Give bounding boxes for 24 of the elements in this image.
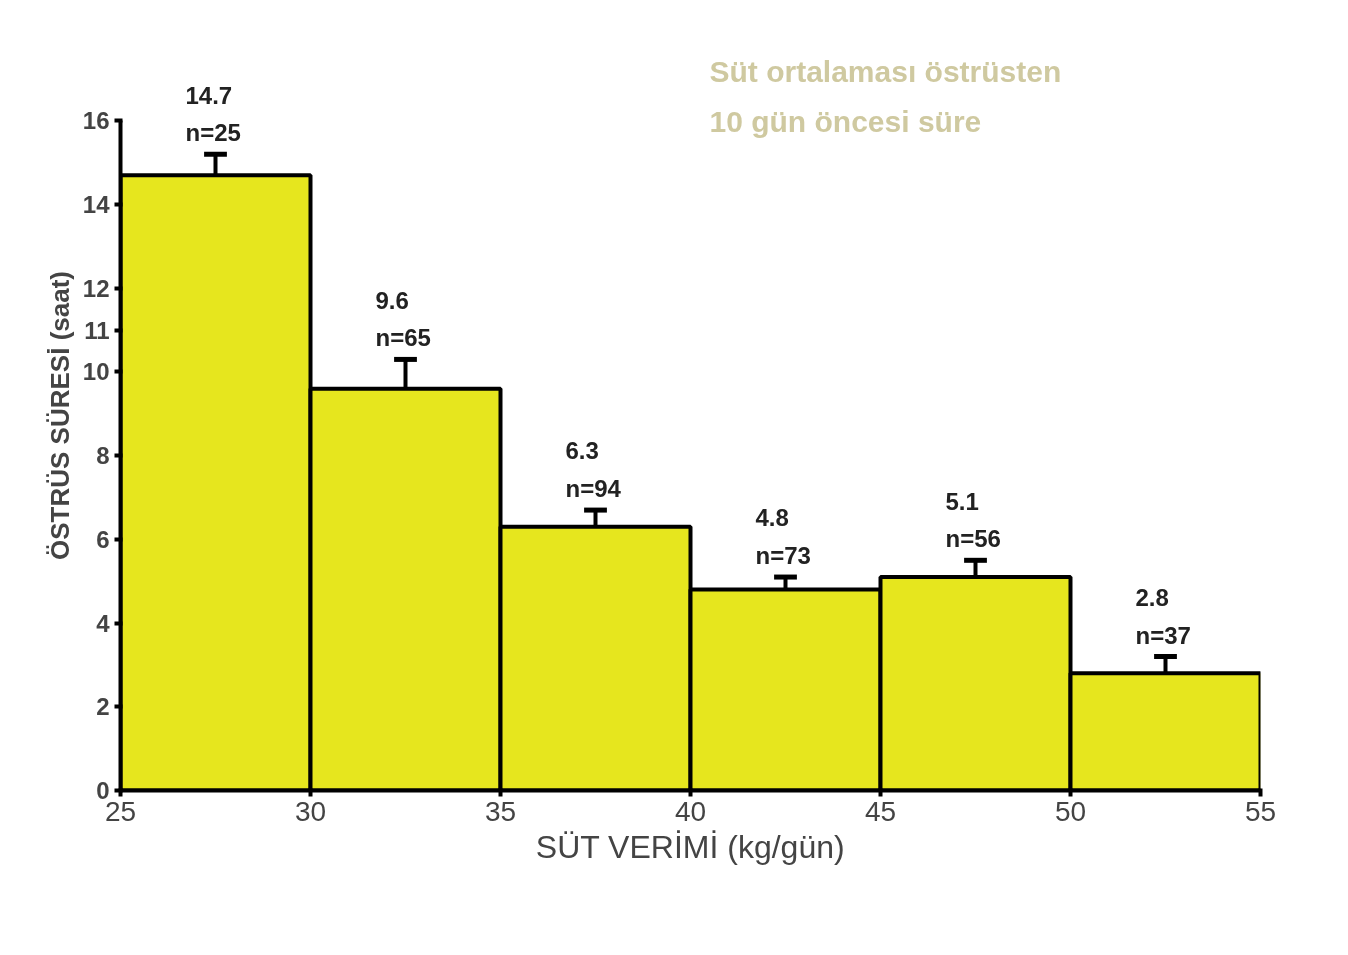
x-tick-label: 55	[1244, 795, 1277, 827]
y-tick-label: 12	[82, 274, 110, 302]
y-tick-label: 16	[82, 107, 110, 135]
data-label: 9.6 n=65	[375, 286, 431, 352]
x-tick-label: 45	[864, 795, 897, 827]
x-tick-label: 35	[484, 795, 517, 827]
y-tick-label: 14	[82, 191, 111, 219]
x-tick-label: 30	[294, 795, 327, 827]
y-axis-title: ÖSTRÜS SÜRESİ (saat)	[44, 271, 75, 560]
annotation: Süt ortalaması östrüsten 10 gün öncesi süre	[709, 55, 1062, 138]
data-label: 14.7 n=25	[185, 81, 241, 147]
y-tick-label: 6	[96, 525, 110, 553]
x-tick-label: 50	[1054, 795, 1087, 827]
y-tick-label: 2	[96, 693, 110, 721]
y-tick-label: 10	[82, 358, 110, 386]
data-label: 6.3 n=94	[565, 437, 622, 503]
x-tick-label: 40	[674, 795, 707, 827]
data-label: 4.8 n=73	[755, 504, 811, 570]
x-axis-title: SÜT VERİMİ (kg/gün)	[535, 828, 845, 865]
data-label: 5.1 n=56	[945, 487, 1001, 553]
data-label: 2.8 n=37	[1135, 583, 1191, 649]
y-tick-label: 8	[96, 442, 110, 470]
y-tick-label: 11	[84, 316, 110, 344]
y-tick-label: 4	[96, 609, 111, 637]
